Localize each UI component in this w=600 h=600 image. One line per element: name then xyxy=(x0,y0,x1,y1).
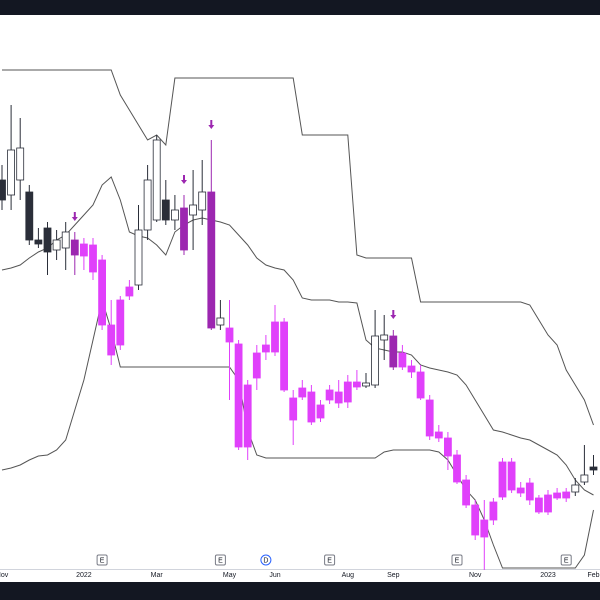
candle-body xyxy=(416,371,425,399)
event-label: E xyxy=(100,557,105,564)
event-marker xyxy=(214,554,226,566)
candle-body xyxy=(516,487,525,494)
event-marker xyxy=(451,554,463,566)
candle-body xyxy=(507,461,516,491)
candle-body xyxy=(25,191,34,241)
candle-body xyxy=(325,389,334,401)
x-tick-label: Jun xyxy=(269,572,280,579)
candle-body xyxy=(289,397,298,421)
candle-body xyxy=(271,321,279,353)
candle-body xyxy=(407,365,416,373)
candle-body xyxy=(544,494,552,513)
candle-body xyxy=(298,387,307,398)
candle-body xyxy=(180,207,188,251)
candle-body xyxy=(535,497,543,513)
candle-body xyxy=(316,404,325,419)
candle-body xyxy=(61,231,70,249)
x-tick-label: May xyxy=(223,572,237,579)
candle-body xyxy=(152,139,161,221)
candle-body xyxy=(580,474,589,483)
event-label: E xyxy=(455,557,460,564)
candle-body xyxy=(198,191,207,211)
candle-body xyxy=(471,504,480,536)
candle-body xyxy=(434,431,443,439)
candle-body xyxy=(462,479,471,506)
candle-body xyxy=(70,239,79,256)
x-tick-label: Aug xyxy=(342,572,355,579)
candle-body xyxy=(261,344,270,353)
event-marker xyxy=(324,554,336,566)
candle-body xyxy=(425,399,434,437)
candle-body xyxy=(43,227,52,253)
candle-body xyxy=(98,259,106,326)
candle-body xyxy=(389,335,398,368)
event-marker xyxy=(560,554,572,566)
candle-body xyxy=(553,492,561,499)
candle-body xyxy=(343,381,352,403)
candle-body xyxy=(161,199,170,221)
candle-body xyxy=(134,229,143,286)
x-tick-label: Nov xyxy=(469,572,482,579)
x-tick-label: 2022 xyxy=(76,572,92,579)
channel-line xyxy=(2,69,594,426)
signal-arrow xyxy=(181,175,187,184)
x-tick-label: 2023 xyxy=(540,572,556,579)
candle-body xyxy=(252,352,261,379)
candle-body xyxy=(143,179,152,231)
candle-body xyxy=(234,343,243,448)
event-label: D xyxy=(263,557,268,564)
candle-body xyxy=(225,327,234,343)
signal-arrow xyxy=(390,310,397,319)
candle-body xyxy=(398,352,407,368)
candle-body xyxy=(207,191,216,329)
candle-body xyxy=(16,147,25,181)
candle-body xyxy=(52,239,61,251)
candle-body xyxy=(189,204,198,216)
candle-body xyxy=(453,454,461,483)
candle-body xyxy=(352,381,361,388)
candle-body xyxy=(216,317,225,326)
candle-body xyxy=(562,491,571,499)
candle-body xyxy=(371,335,380,386)
candle-body xyxy=(589,466,598,471)
candle-body xyxy=(443,437,452,457)
x-tick-label: Sep xyxy=(387,572,400,579)
candle-body xyxy=(7,149,15,196)
event-marker xyxy=(260,554,272,566)
event-marker xyxy=(96,554,108,566)
x-tick-label: Nov xyxy=(0,572,9,579)
candle-body xyxy=(480,519,489,538)
candle-body xyxy=(307,391,316,423)
signal-arrow xyxy=(208,120,215,129)
candle-body xyxy=(125,286,134,297)
candle-body xyxy=(498,461,507,498)
candle-body xyxy=(0,179,6,201)
candle-body xyxy=(525,482,534,501)
candle-body xyxy=(489,501,498,521)
candle-body xyxy=(107,324,116,356)
candle-body xyxy=(380,334,389,341)
candle-body xyxy=(34,239,43,245)
x-tick-label: Feb xyxy=(587,572,599,579)
candle-body xyxy=(334,391,343,404)
signal-arrow xyxy=(71,212,78,221)
candle-body xyxy=(280,321,289,391)
plot-background xyxy=(0,15,600,582)
candle-body xyxy=(243,384,252,448)
candle-body xyxy=(362,382,370,387)
candle-body xyxy=(571,484,580,493)
event-label: E xyxy=(327,557,332,564)
channel-line xyxy=(1,176,594,496)
candle-body xyxy=(89,244,97,273)
candle-body xyxy=(170,209,179,221)
x-tick-label: Mar xyxy=(151,572,164,579)
event-label: E xyxy=(218,557,223,564)
candle-body xyxy=(116,299,125,346)
candle-body xyxy=(80,243,88,257)
event-label: E xyxy=(564,557,569,564)
